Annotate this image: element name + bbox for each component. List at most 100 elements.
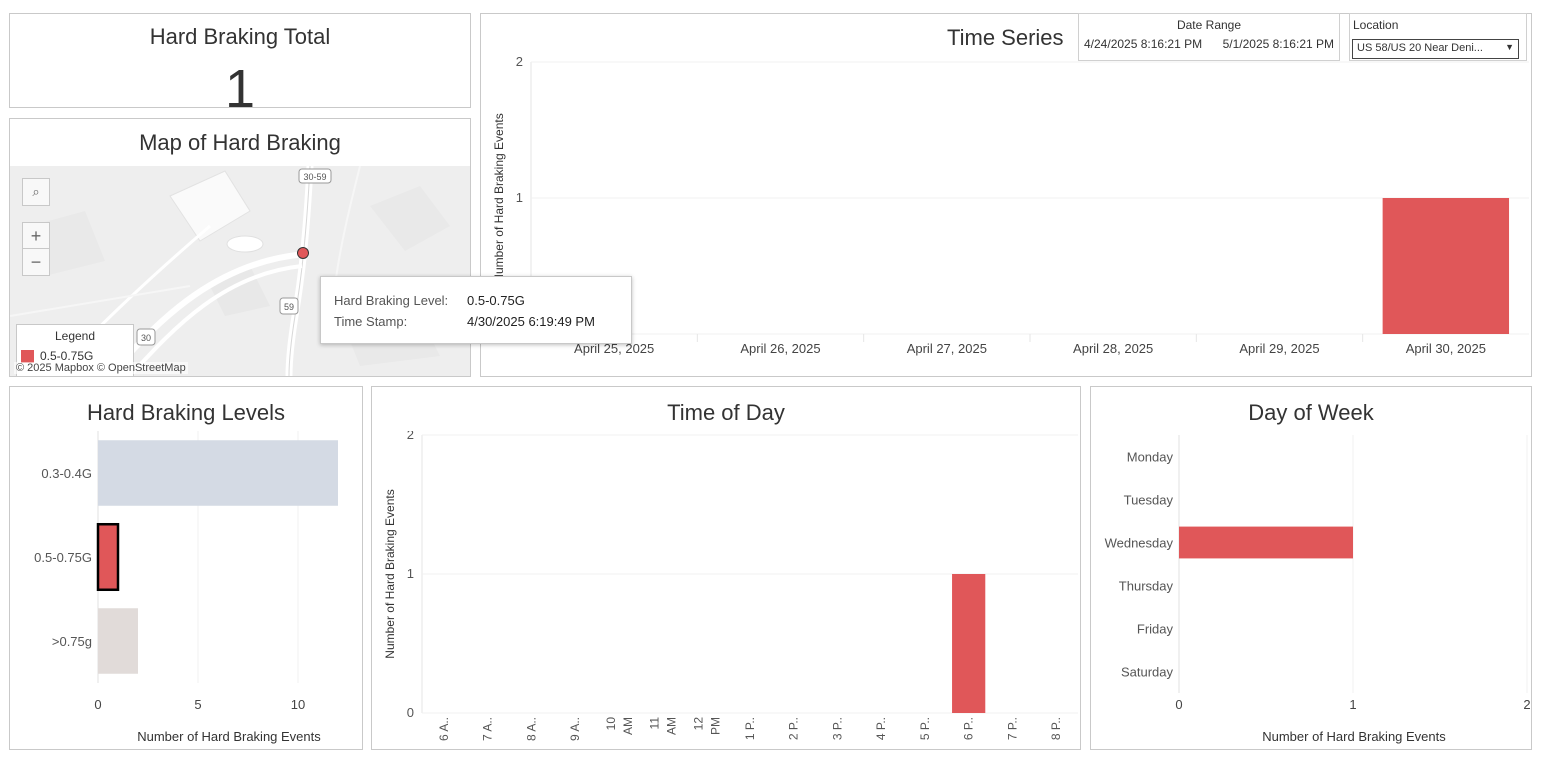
x-tick-label: AM [665,717,679,735]
x-tick-label: April 29, 2025 [1239,341,1319,356]
legend-swatch [21,349,34,363]
y-tick-label: 0 [407,705,414,720]
y-tick-label: 0.3-0.4G [41,466,92,481]
x-axis-title: Number of Hard Braking Events [1262,729,1446,744]
x-tick-label: 6 P.. [962,717,976,740]
kpi-value: 1 [224,59,256,119]
location-filter[interactable]: Location US 58/US 20 Near Deni... ▼ [1349,13,1527,61]
level-bar [98,608,138,674]
y-tick-label: Tuesday [1124,493,1174,508]
levels-chart: 0 5 10 Number of Hard Braking Events 0.3-0.4… [34,431,338,744]
levels-panel: Hard Braking Levels 0 5 10 Number of Hard B… [9,386,363,750]
x-tick-label: 4 P.. [874,717,888,740]
x-tick-label: April 28, 2025 [1073,341,1153,356]
x-tick-label: April 30, 2025 [1406,341,1486,356]
kpi-panel: Hard Braking Total 1 [9,13,471,119]
x-tick-label: 8 A.. [524,717,538,741]
date-range-end[interactable]: 5/1/2025 8:16:21 PM [1222,37,1334,51]
x-tick-label: 5 P.. [918,717,932,740]
date-range-label: Date Range [1176,18,1242,32]
route-label-59: 59 [284,302,294,312]
x-tick-label: 9 A.. [568,717,582,741]
x-tick-label: April 27, 2025 [907,341,987,356]
y-tick-label: Friday [1137,622,1174,637]
hard-braking-event-marker [297,247,309,259]
x-tick-label: AM [621,717,635,735]
day-of-week-bar [1179,526,1353,559]
y-tick-label: >0.75g [52,634,92,649]
x-tick-label: April 25, 2025 [574,341,654,356]
legend-item-label: 0.5-0.75G [40,349,94,363]
y-axis-title: Number of Hard Braking Events [383,489,397,658]
x-tick-label: 11 [648,717,662,730]
x-tick-label: 0 [94,697,101,712]
chevron-down-icon: ▼ [1505,42,1514,52]
location-select-value: US 58/US 20 Near Deni... [1357,42,1483,54]
x-tick-label: 5 [194,697,201,712]
y-axis-title: Number of Hard Braking Events [492,113,506,282]
search-icon: ⌕ [32,184,40,199]
x-tick-label: PM [708,717,722,735]
route-label-30-59: 30-59 [303,172,326,182]
x-tick-label: 10 [604,717,618,731]
legend-item: 0.5-0.75G [21,349,133,363]
x-tick-label: 1 [1349,697,1356,712]
x-tick-label: 2 P.. [787,717,801,740]
x-tick-label: 7 P.. [1005,717,1019,740]
x-tick-label: 1 P.. [743,717,757,740]
tooltip-time-value: 4/30/2025 6:19:49 PM [467,314,595,329]
minus-icon: − [30,251,42,272]
x-tick-label: 0 [1175,697,1182,712]
x-tick-label: 7 A.. [481,717,495,741]
time-series-panel: Time Series Date Range 4/24/2025 8:16:21… [480,13,1532,377]
route-label-30: 30 [141,333,151,343]
legend-title: Legend [54,329,96,343]
map-canvas[interactable]: 30-59 59 30 ⌕ + − Legend 0.5-0.75G © 202… [10,166,470,376]
x-tick-label: 3 P.. [830,717,844,740]
x-tick-label: 2 [1523,697,1530,712]
day-of-week-chart: 0 1 2 Number of Hard Braking Events Monday Tu… [1105,435,1531,744]
tooltip-time-label: Time Stamp: [334,314,408,329]
y-tick-label: 1 [407,566,414,581]
map-search-button[interactable]: ⌕ [22,178,50,206]
x-axis-title: Number of Hard Braking Events [137,729,321,744]
time-of-day-bar [952,574,986,713]
x-tick-label: April 26, 2025 [740,341,820,356]
time-series-chart: 2 1 Number of Hard Braking Events April 25,… [492,56,1529,356]
plus-icon: + [30,226,42,246]
time-of-day-panel: Time of Day 2 1 0 Number of Hard Braking Ev… [371,386,1081,750]
kpi-title: Hard Braking Total [149,24,331,49]
zoom-out-button[interactable]: − [22,248,50,276]
date-range-filter[interactable]: Date Range 4/24/2025 8:16:21 PM 5/1/2025… [1078,13,1340,61]
day-of-week-panel: Day of Week 0 1 2 Number of Hard Braking Ev… [1090,386,1532,750]
time-series-bar [1382,198,1510,334]
level-bar [96,522,120,592]
level-bar [98,440,338,506]
y-tick-label: 2 [407,431,414,442]
levels-title: Hard Braking Levels [86,400,286,425]
map-tooltip: Hard Braking Level: 0.5-0.75G Time Stamp… [320,276,632,344]
time-of-day-title: Time of Day [667,400,785,425]
y-tick-label: Wednesday [1105,536,1174,551]
y-tick-label: Thursday [1119,579,1174,594]
map-title: Map of Hard Braking [139,130,341,155]
x-tick-label: 8 P.. [1049,717,1063,740]
tooltip-level-label: Hard Braking Level: [334,293,449,308]
time-series-title: Time Series [947,25,1064,50]
x-tick-label: 10 [291,697,305,712]
map-attribution: © 2025 Mapbox © OpenStreetMap [14,362,188,374]
location-label: Location [1353,18,1399,32]
zoom-in-button[interactable]: + [22,222,50,250]
y-tick-label: Saturday [1121,665,1174,680]
day-of-week-title: Day of Week [1248,400,1374,425]
y-tick-label: 0.5-0.75G [34,550,92,565]
x-tick-label: 6 A.. [437,717,451,741]
x-tick-label: 12 [691,717,705,731]
tooltip-level-value: 0.5-0.75G [467,293,525,308]
location-select[interactable]: US 58/US 20 Near Deni... ▼ [1352,39,1519,59]
y-tick-label: 2 [516,56,523,69]
date-range-start[interactable]: 4/24/2025 8:16:21 PM [1084,37,1203,51]
y-tick-label: 1 [516,190,523,205]
y-tick-label: Monday [1127,450,1174,465]
